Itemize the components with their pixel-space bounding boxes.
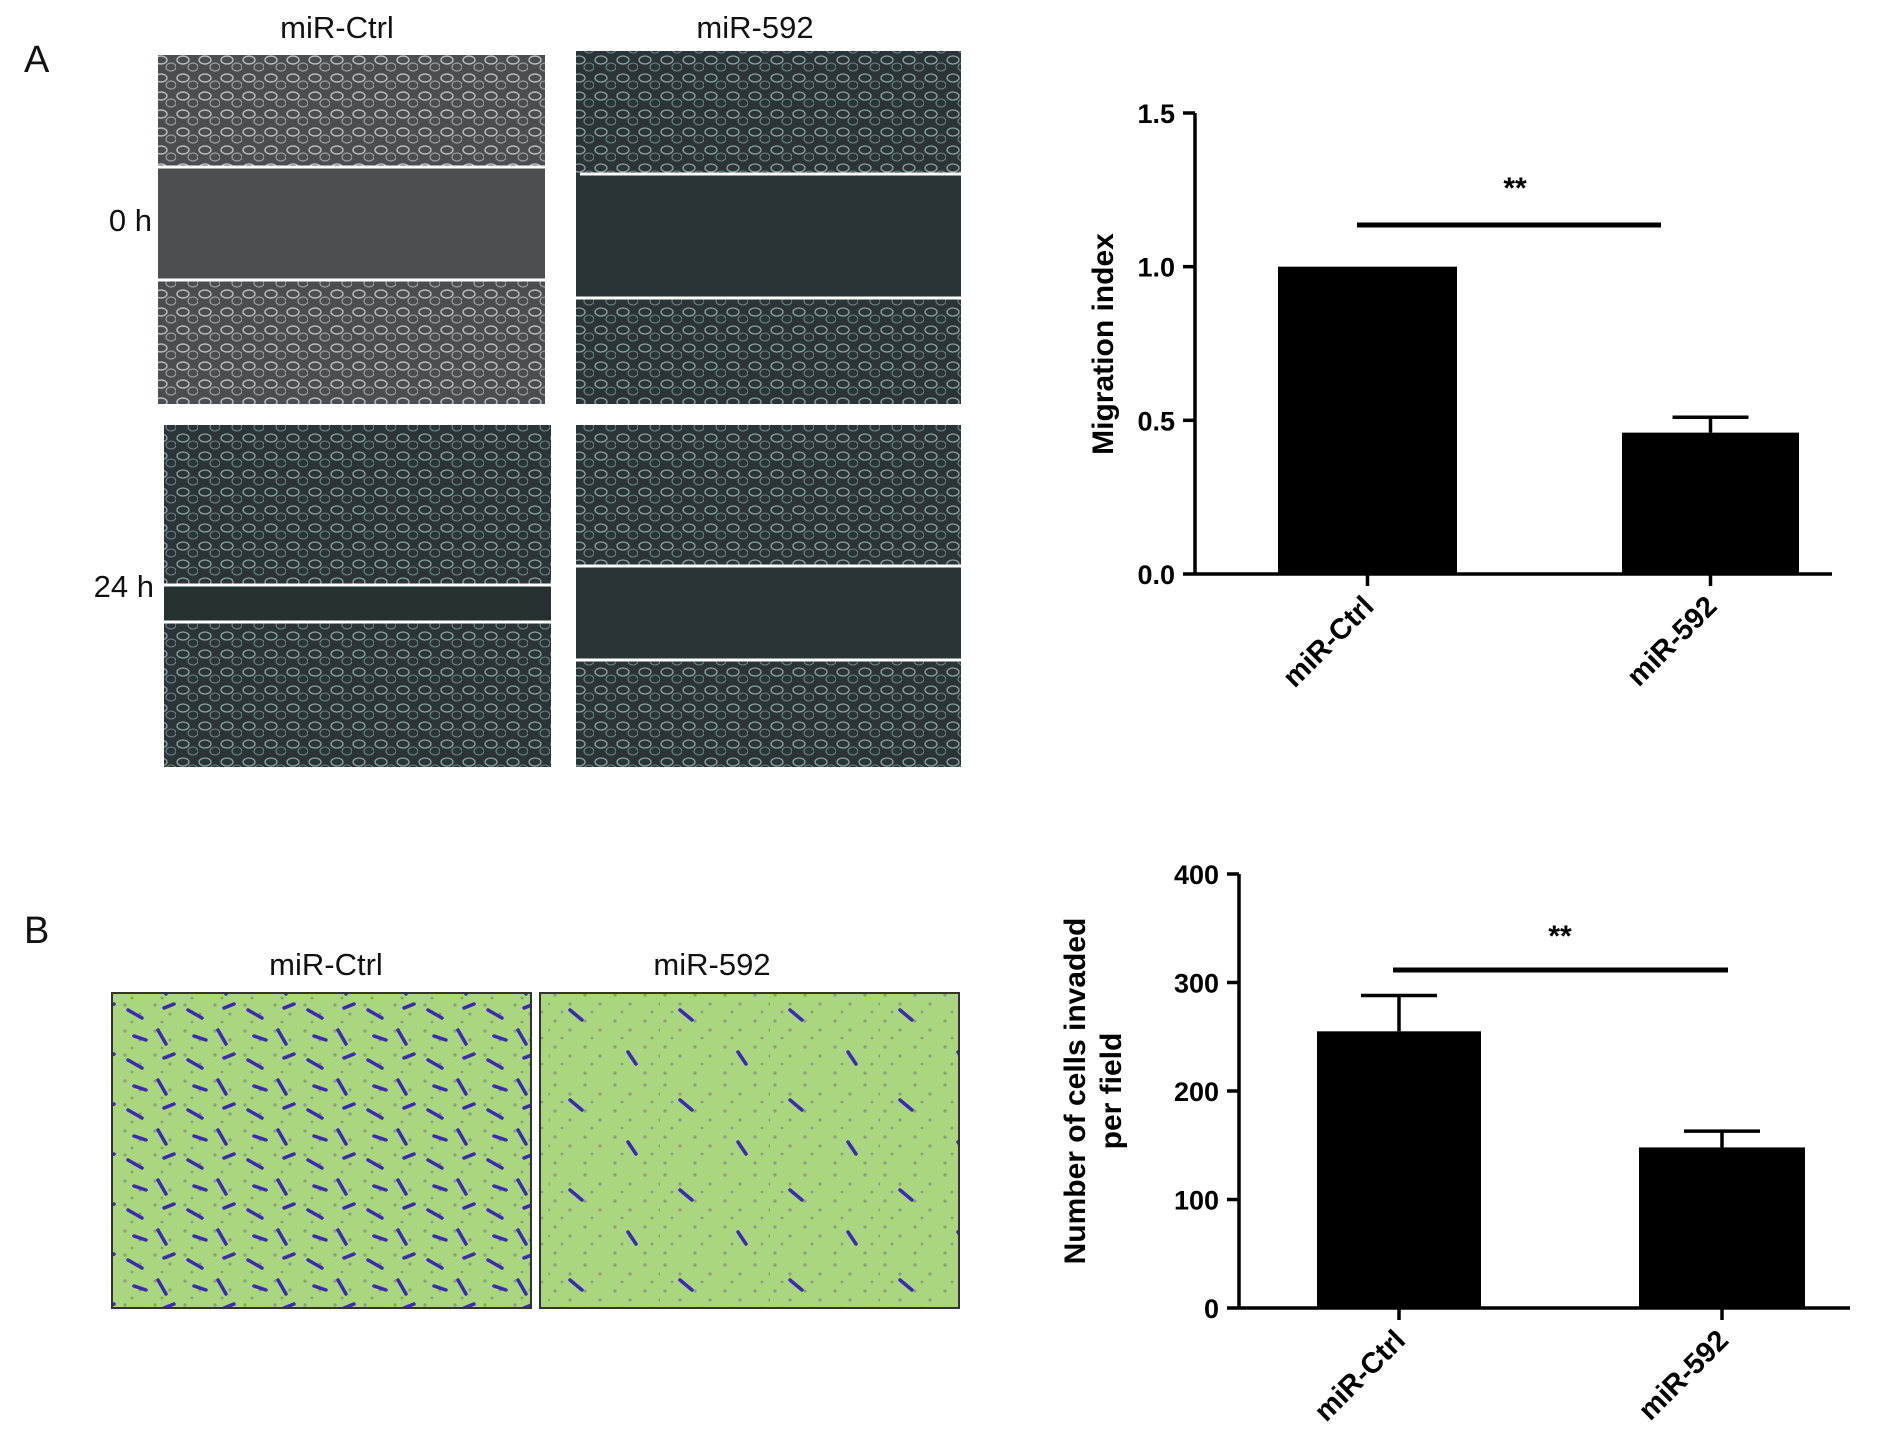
column-label: miR-Ctrl xyxy=(280,10,394,45)
panel-label: B xyxy=(24,910,49,952)
y-tick-label: 100 xyxy=(1174,1186,1219,1216)
y-tick-label: 1.5 xyxy=(1137,99,1175,129)
bar xyxy=(1639,1147,1805,1308)
y-axis-label: Number of cells invaded xyxy=(1059,918,1092,1265)
micrograph xyxy=(539,992,960,1309)
x-tick-label: miR-592 xyxy=(1621,590,1723,692)
y-tick-label: 0 xyxy=(1204,1294,1219,1324)
x-tick-label: miR-Ctrl xyxy=(1308,1324,1412,1428)
y-tick-label: 0.5 xyxy=(1137,406,1175,436)
row-label: 24 h xyxy=(94,569,154,604)
y-axis-label: Migration index xyxy=(1087,233,1120,455)
micrograph xyxy=(158,55,545,404)
y-tick-label: 300 xyxy=(1174,969,1219,999)
column-label: miR-592 xyxy=(653,947,770,982)
x-tick-label: miR-592 xyxy=(1633,1324,1735,1426)
y-tick-label: 0.0 xyxy=(1137,560,1175,590)
bar xyxy=(1317,1031,1481,1308)
x-tick-label: miR-Ctrl xyxy=(1277,590,1381,694)
column-label: miR-Ctrl xyxy=(269,947,383,982)
micrograph xyxy=(576,425,961,767)
panel-label: A xyxy=(24,39,50,81)
significance-label: ** xyxy=(1548,920,1572,953)
row-label: 0 h xyxy=(109,203,152,238)
column-label: miR-592 xyxy=(696,10,813,45)
y-tick-label: 1.0 xyxy=(1137,253,1175,283)
significance-label: ** xyxy=(1503,172,1527,205)
bar xyxy=(1622,432,1799,574)
y-axis-label: per field xyxy=(1095,1033,1128,1150)
y-tick-label: 200 xyxy=(1174,1077,1219,1107)
micrograph xyxy=(576,51,961,404)
micrograph xyxy=(164,425,551,767)
bar xyxy=(1278,266,1457,574)
micrograph xyxy=(111,992,532,1309)
y-tick-label: 400 xyxy=(1174,860,1219,890)
